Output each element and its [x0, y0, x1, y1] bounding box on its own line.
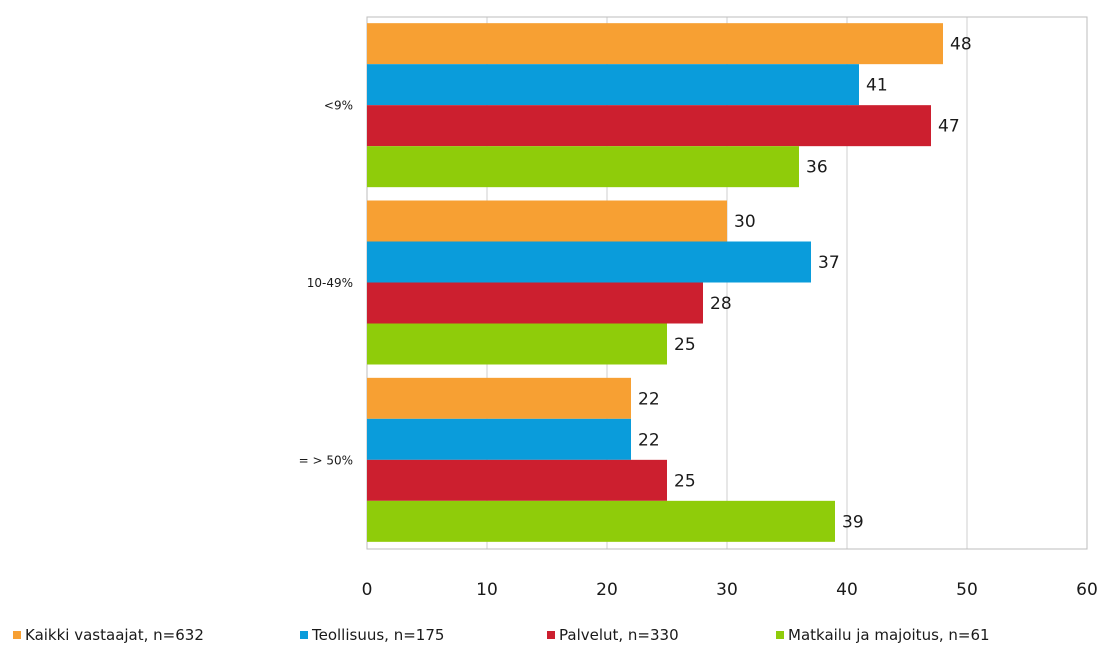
bar: [367, 418, 631, 460]
data-label: 22: [638, 389, 660, 409]
x-tick-label: 60: [1076, 580, 1098, 600]
data-label: 39: [842, 512, 864, 532]
legend-label: Palvelut, n=330: [559, 626, 679, 644]
data-label: 47: [938, 117, 960, 137]
x-tick-label: 10: [476, 580, 498, 600]
legend-item: Palvelut, n=330: [547, 626, 679, 644]
legend-item: Matkailu ja majoitus, n=61: [776, 626, 990, 644]
bar: [367, 241, 811, 283]
bar: [367, 459, 667, 501]
bar: [367, 500, 835, 542]
data-label: 37: [818, 253, 840, 273]
legend-label: Teollisuus, n=175: [312, 626, 445, 644]
bar: [367, 23, 943, 65]
x-tick-label: 0: [362, 580, 373, 600]
bar-chart: 48 41 47 36 <9% 30 37 28 25 10-49% 22 22 25 39 = > 50%…: [299, 16, 1098, 600]
data-label: 36: [806, 158, 828, 178]
category-label: <9%: [324, 99, 353, 113]
x-tick-label: 40: [836, 580, 858, 600]
legend-item: Teollisuus, n=175: [300, 626, 444, 644]
category-label: 10-49%: [307, 276, 353, 290]
data-label: 48: [950, 35, 972, 55]
bar: [367, 105, 931, 147]
data-label: 22: [638, 430, 660, 450]
legend-swatch: [13, 631, 21, 639]
bar: [367, 146, 799, 188]
x-tick-label: 50: [956, 580, 978, 600]
bar: [367, 323, 667, 365]
legend-swatch: [300, 631, 308, 639]
legend-label: Matkailu ja majoitus, n=61: [788, 626, 990, 644]
bar: [367, 282, 703, 324]
x-tick-label: 20: [596, 580, 618, 600]
data-label: 25: [674, 471, 696, 491]
data-label: 30: [734, 212, 756, 232]
x-tick-label: 30: [716, 580, 738, 600]
legend-item: Kaikki vastaajat, n=632: [13, 626, 204, 644]
bar: [367, 377, 631, 419]
data-label: 28: [710, 294, 732, 314]
legend-label: Kaikki vastaajat, n=632: [25, 626, 204, 644]
legend-swatch: [776, 631, 784, 639]
data-label: 41: [866, 76, 888, 96]
data-label: 25: [674, 335, 696, 355]
bar: [367, 64, 859, 106]
chart-legend: Kaikki vastaajat, n=632 Teollisuus, n=175…: [0, 626, 1100, 648]
bar: [367, 200, 727, 242]
category-label: = > 50%: [299, 453, 353, 467]
legend-swatch: [547, 631, 555, 639]
